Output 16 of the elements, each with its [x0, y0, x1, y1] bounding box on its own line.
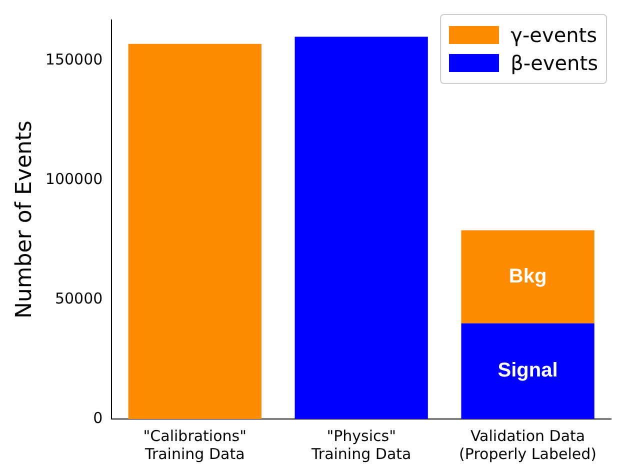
- x-tick-label: "Physics" Training Data: [310, 426, 412, 463]
- legend-label: β-events: [510, 51, 598, 75]
- x-tick-label: "Calibrations" Training Data: [143, 426, 246, 463]
- bar: [461, 323, 594, 419]
- bar: [128, 44, 262, 419]
- y-tick-label: 50000: [54, 289, 103, 308]
- y-tick-label: 100000: [45, 170, 103, 188]
- bar: [461, 230, 594, 324]
- bar: [294, 36, 428, 419]
- x-tick-label: Validation Data (Properly Labeled): [459, 426, 597, 463]
- annotation: Signal: [498, 360, 558, 382]
- legend-label: γ-events: [510, 23, 598, 47]
- annotation: Bkg: [508, 265, 547, 288]
- y-tick-label: 150000: [45, 50, 103, 69]
- y-axis-title: Number of Events: [12, 120, 37, 319]
- y-tick-label: 0: [93, 408, 103, 427]
